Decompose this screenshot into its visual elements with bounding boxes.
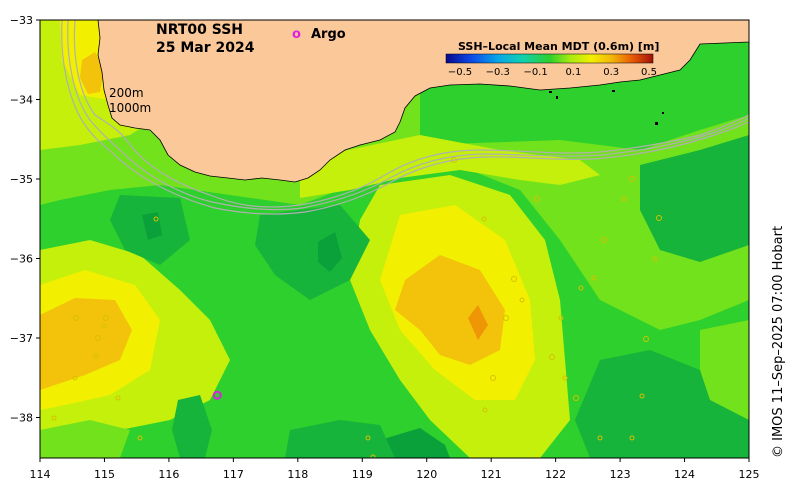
- colorbar-tick-label: −0.1: [523, 67, 547, 78]
- obs-point: [115, 395, 121, 401]
- argo-legend-symbol: o: [292, 27, 301, 42]
- credit-text: © IMOS 11–Sep–2025 07:00 Hobart: [771, 226, 786, 458]
- ssh-zone-orangeyellow-north: [80, 52, 104, 94]
- obs-point: [601, 237, 607, 243]
- ssh-zone-dark-southwest: [172, 395, 212, 458]
- colorbar-ticks: −0.5 −0.3 −0.1 0.1 0.3 0.5: [448, 67, 657, 78]
- plot-frame: [39, 19, 750, 459]
- ssh-zone-dark-southcentral: [285, 420, 395, 458]
- obs-point: [591, 275, 597, 281]
- y-tick-label: −34: [10, 94, 33, 107]
- obs-point: [103, 315, 109, 321]
- colorbar-title: SSH–Local Mean MDT (0.6m) [m]: [458, 40, 659, 53]
- colorbar-tick-label: −0.3: [486, 67, 510, 78]
- x-tick-label: 116: [158, 468, 179, 481]
- obs-point: [490, 375, 496, 381]
- obs-point: [621, 196, 627, 202]
- y-tick-label: −37: [10, 332, 33, 345]
- obs-point: [639, 393, 645, 399]
- obs-point: [656, 215, 662, 221]
- x-tick-label: 123: [610, 468, 631, 481]
- obs-point: [93, 353, 99, 359]
- island: [556, 96, 558, 99]
- x-tick-label: 121: [481, 468, 502, 481]
- obs-point: [629, 176, 635, 182]
- x-tick-label: 114: [30, 468, 51, 481]
- island: [612, 90, 615, 92]
- obs-point: [481, 216, 487, 222]
- contour-label-200m: 200m: [109, 86, 144, 100]
- colorbar-gradient: [445, 53, 654, 64]
- obs-point: [370, 454, 376, 458]
- island: [655, 122, 658, 125]
- ssh-zone-dark-east: [640, 135, 749, 262]
- x-tick-label: 125: [739, 468, 760, 481]
- obs-point: [597, 435, 603, 441]
- observation-markers: [51, 157, 662, 458]
- island: [549, 91, 552, 93]
- x-tick-label: 120: [416, 468, 437, 481]
- obs-point: [73, 315, 79, 321]
- obs-point: [629, 435, 635, 441]
- isobath-200m: [73, 20, 749, 208]
- isobath-contours: [61, 20, 749, 215]
- x-tick-label: 117: [223, 468, 244, 481]
- x-tick-label: 115: [94, 468, 115, 481]
- ssh-zone-orange-central: [468, 305, 488, 340]
- island: [662, 112, 664, 114]
- obs-point: [503, 315, 509, 321]
- y-tick-label: −33: [10, 14, 33, 27]
- ssh-zone-yellowgreen-band: [300, 135, 600, 198]
- map-title-line1: NRT00 SSH: [156, 22, 243, 38]
- colorbar: SSH–Local Mean MDT (0.6m) [m] −0.5 −0.3 −0…: [445, 40, 659, 78]
- ssh-zone-dark-mid: [255, 205, 370, 300]
- ssh-zone-darker-west: [142, 212, 162, 240]
- isobath-1000m: [61, 20, 749, 215]
- obs-point: [549, 354, 555, 360]
- x-tick-label: 118: [287, 468, 308, 481]
- map-title-line2: 25 Mar 2024: [156, 40, 255, 56]
- obs-point: [573, 395, 579, 401]
- colorbar-tick-label: −0.5: [448, 67, 472, 78]
- obs-point: [137, 435, 143, 441]
- coast-islands: [549, 90, 664, 125]
- obs-point: [101, 323, 107, 329]
- obs-point: [562, 375, 568, 381]
- contour-label-1000m: 1000m: [109, 101, 151, 115]
- obs-point: [578, 285, 584, 291]
- x-tick-label: 124: [674, 468, 695, 481]
- x-tick-label: 122: [545, 468, 566, 481]
- obs-point: [482, 407, 488, 413]
- obs-point: [72, 375, 78, 381]
- x-axis: 114 115 116 117 118 119 120 121 122 123 124 125: [30, 458, 760, 481]
- obs-point: [95, 335, 101, 341]
- obs-point: [51, 415, 57, 421]
- y-tick-label: −36: [10, 253, 33, 266]
- ssh-zone-light-southwest: [40, 420, 130, 458]
- obs-point: [153, 216, 159, 222]
- obs-point: [558, 315, 564, 321]
- colorbar-tick-label: 0.3: [603, 67, 619, 78]
- y-tick-label: −35: [10, 173, 33, 186]
- obs-point: [534, 196, 540, 202]
- obs-point: [643, 336, 649, 342]
- obs-point: [511, 276, 517, 282]
- argo-legend-label: Argo: [311, 27, 346, 42]
- y-axis: −33 −34 −35 −36 −37 −38: [10, 14, 40, 425]
- argo-float-marker: [212, 390, 222, 400]
- ssh-zone-darker-mid: [318, 232, 342, 272]
- y-tick-label: −38: [10, 412, 33, 425]
- colorbar-tick-label: 0.1: [565, 67, 581, 78]
- ssh-zone-light-southeast: [700, 320, 749, 420]
- colorbar-tick-label: 0.5: [641, 67, 657, 78]
- obs-point: [519, 297, 525, 303]
- x-tick-label: 119: [352, 468, 373, 481]
- obs-point: [451, 157, 457, 163]
- isobath-1000m-inner: [67, 20, 749, 211]
- obs-point: [365, 435, 371, 441]
- obs-point: [652, 256, 658, 262]
- ssh-zone-orangeyellow-west: [40, 298, 132, 390]
- plot-area: [40, 20, 749, 458]
